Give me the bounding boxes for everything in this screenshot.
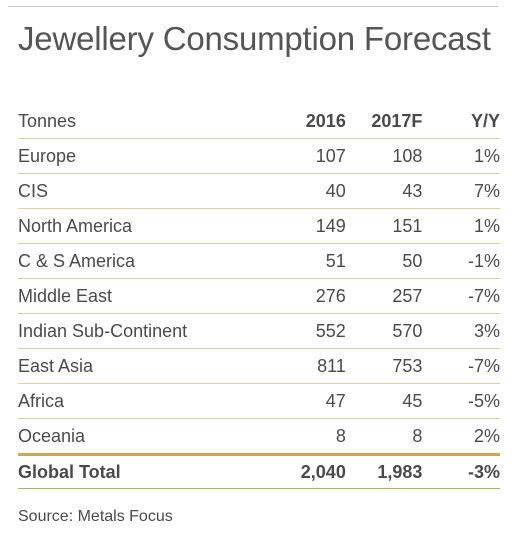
table-row: Oceania 8 8 2% bbox=[18, 419, 500, 455]
value-2016: 107 bbox=[279, 138, 346, 174]
forecast-panel: Jewellery Consumption Forecast Tonnes 20… bbox=[8, 6, 500, 538]
value-yoy: 1% bbox=[422, 138, 500, 174]
table-row: North America 149 151 1% bbox=[18, 208, 500, 244]
value-2016: 276 bbox=[279, 278, 346, 314]
value-2016: 8 bbox=[335, 425, 346, 446]
region-name: Middle East bbox=[18, 278, 280, 314]
table-row: Middle East 276 257 -7% bbox=[18, 278, 500, 314]
total-2017f: 1,983 bbox=[345, 453, 423, 489]
value-2017f: 753 bbox=[345, 348, 423, 384]
table-row: Africa 47 45 -5% bbox=[18, 383, 500, 419]
header-yoy: Y/Y bbox=[422, 104, 500, 139]
header-2016: 2016 bbox=[279, 104, 346, 139]
total-row: Global Total 2,040 1,983 -3% bbox=[18, 453, 500, 489]
table-row: Indian Sub-Continent 552 570 3% bbox=[18, 313, 500, 349]
table-row: CIS 40 43 7% bbox=[18, 173, 500, 209]
header-tonnes: Tonnes bbox=[18, 104, 280, 139]
value-2017f: 43 bbox=[345, 173, 423, 209]
value-2016: 149 bbox=[279, 208, 346, 244]
value-yoy: 1% bbox=[422, 208, 500, 244]
value-yoy: 2% bbox=[473, 425, 500, 446]
top-rule bbox=[8, 6, 498, 7]
value-2017f: 8 bbox=[412, 425, 423, 446]
consumption-table: Tonnes 2016 2017F Y/Y Europe 107 108 1% … bbox=[18, 104, 500, 489]
table-row: Europe 107 108 1% bbox=[18, 138, 500, 174]
region-name: North America bbox=[18, 208, 280, 244]
value-2016: 51 bbox=[279, 243, 346, 279]
value-2016: 47 bbox=[279, 383, 346, 419]
page-title: Jewellery Consumption Forecast bbox=[18, 20, 491, 57]
total-yoy: -3% bbox=[422, 453, 500, 489]
region-name: East Asia bbox=[18, 348, 280, 384]
value-yoy: -7% bbox=[422, 278, 500, 314]
value-2016: 552 bbox=[279, 313, 346, 349]
value-2017f: 108 bbox=[345, 138, 423, 174]
value-yoy: 3% bbox=[422, 313, 500, 349]
region-name: C & S America bbox=[18, 243, 280, 279]
value-2016: 811 bbox=[279, 348, 346, 384]
value-yoy: 7% bbox=[422, 173, 500, 209]
value-2017f: 570 bbox=[345, 313, 423, 349]
source-note: Source: Metals Focus bbox=[18, 508, 173, 525]
region-name: CIS bbox=[18, 173, 280, 209]
value-2017f: 257 bbox=[345, 278, 423, 314]
region-name: Oceania bbox=[18, 425, 86, 446]
total-label: Global Total bbox=[18, 453, 280, 489]
value-2016: 40 bbox=[279, 173, 346, 209]
value-2017f: 50 bbox=[345, 243, 423, 279]
region-name: Europe bbox=[18, 138, 280, 174]
value-2017f: 151 bbox=[345, 208, 423, 244]
header-2017f: 2017F bbox=[345, 104, 423, 139]
value-yoy: -5% bbox=[422, 383, 500, 419]
total-2016: 2,040 bbox=[279, 453, 346, 489]
region-name: Africa bbox=[18, 383, 280, 419]
region-name: Indian Sub-Continent bbox=[18, 313, 280, 349]
value-yoy: -7% bbox=[422, 348, 500, 384]
table-row: C & S America 51 50 -1% bbox=[18, 243, 500, 279]
value-yoy: -1% bbox=[422, 243, 500, 279]
value-2017f: 45 bbox=[345, 383, 423, 419]
table-header-row: Tonnes 2016 2017F Y/Y bbox=[18, 104, 500, 139]
table-row: East Asia 811 753 -7% bbox=[18, 348, 500, 384]
